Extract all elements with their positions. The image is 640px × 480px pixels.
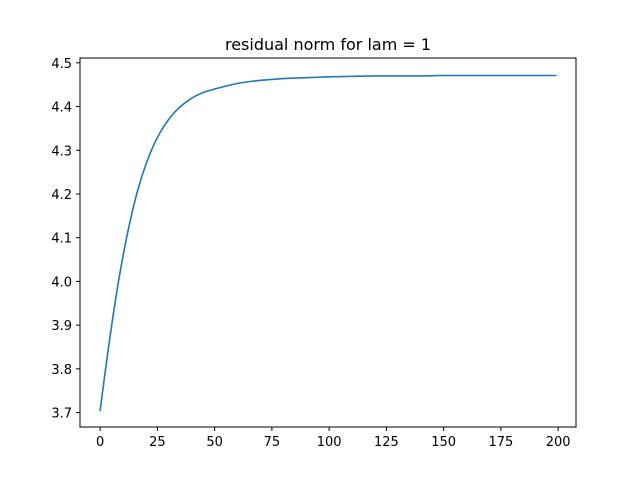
y-tick-label: 4.4 [51, 101, 72, 116]
x-tick-label: 150 [431, 435, 456, 450]
x-tick-label: 75 [264, 435, 281, 450]
x-tick-label: 50 [206, 435, 223, 450]
x-axis: 0 25 50 75 100 125 150 175 200 [96, 427, 571, 450]
y-tick-label: 4.5 [51, 57, 72, 72]
x-tick-label: 0 [96, 435, 104, 450]
y-tick-label: 4.3 [51, 144, 72, 159]
y-axis: 3.7 3.8 3.9 4.0 4.1 4.2 4.3 4.4 4.5 [51, 57, 80, 422]
x-tick-label: 25 [149, 435, 166, 450]
plot-area-frame [79, 57, 577, 428]
x-tick-label: 200 [546, 435, 571, 450]
x-tick-label: 125 [374, 435, 399, 450]
x-tick-label: 100 [317, 435, 342, 450]
series-layer [99, 74, 557, 412]
series-line [99, 74, 557, 412]
y-tick-label: 3.9 [51, 319, 72, 334]
chart-title: residual norm for lam = 1 [225, 35, 431, 54]
y-tick-label: 4.0 [51, 275, 72, 290]
y-tick-label: 3.7 [51, 407, 72, 422]
x-tick-label: 175 [488, 435, 513, 450]
y-tick-label: 4.2 [51, 188, 72, 203]
y-tick-label: 3.8 [51, 363, 72, 378]
y-tick-label: 4.1 [51, 232, 72, 247]
